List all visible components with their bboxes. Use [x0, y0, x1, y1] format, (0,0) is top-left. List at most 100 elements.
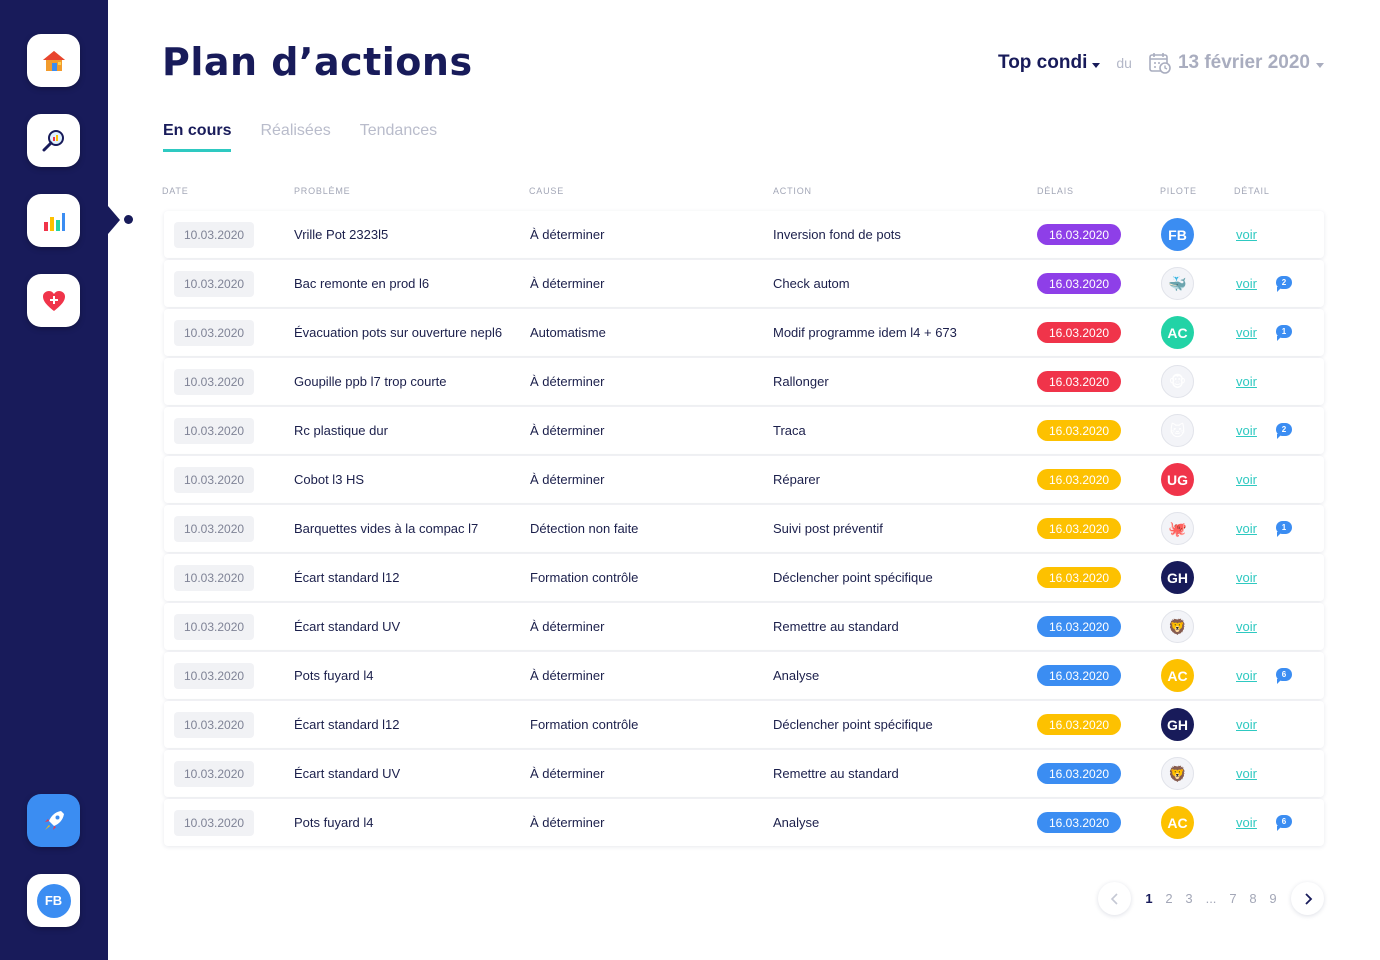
date-dropdown[interactable]: 13 février 2020 [1148, 51, 1324, 75]
comment-badge[interactable]: 1 [1276, 521, 1292, 537]
rocket-icon [44, 810, 64, 830]
voir-link[interactable]: voir [1236, 374, 1257, 389]
cell-action: Check autom [773, 276, 850, 291]
cell-cause: Formation contrôle [530, 570, 639, 585]
cell-pilote: FB [1161, 211, 1194, 258]
cell-cause: À déterminer [530, 668, 605, 683]
chevron-left-icon [1110, 892, 1118, 905]
sidebar-item-home[interactable] [27, 34, 80, 87]
cell-probleme: Écart standard l12 [294, 717, 400, 732]
cell-probleme: Goupille ppb l7 trop courte [294, 374, 447, 389]
comment-badge[interactable]: 6 [1276, 668, 1292, 684]
cell-pilote: GH [1161, 554, 1194, 601]
table-row: 10.03.2020 Rc plastique dur À déterminer… [164, 407, 1324, 454]
cell-action: Remettre au standard [773, 766, 899, 781]
voir-link[interactable]: voir [1236, 570, 1257, 585]
column-header-date: DATE [162, 186, 189, 196]
page-number[interactable]: 9 [1269, 891, 1277, 906]
cell-detail: voir [1236, 701, 1257, 748]
cell-action: Modif programme idem l4 + 673 [773, 325, 957, 340]
cell-cause: Détection non faite [530, 521, 639, 536]
cell-pilote: 🐱 [1161, 407, 1194, 454]
magnifier-icon [42, 129, 64, 151]
tab-en-cours[interactable]: En cours [163, 122, 232, 152]
voir-link[interactable]: voir [1236, 668, 1257, 683]
page-numbers: 1 2 3... 7 8 9 [1139, 891, 1283, 906]
cell-pilote: AC [1161, 652, 1194, 699]
cell-date: 10.03.2020 [174, 603, 255, 650]
comment-count: 6 [1276, 815, 1292, 828]
comment-count: 2 [1276, 276, 1292, 289]
voir-link[interactable]: voir [1236, 521, 1257, 536]
delai-badge: 16.03.2020 [1037, 665, 1122, 686]
filter-dropdown[interactable]: Top condi [998, 52, 1101, 74]
cell-pilote: 🐙 [1161, 505, 1194, 552]
date-label: 13 février 2020 [1177, 52, 1310, 73]
comment-badge[interactable]: 2 [1276, 276, 1292, 292]
date-prefix: du [1116, 55, 1132, 71]
voir-link[interactable]: voir [1236, 619, 1257, 634]
voir-link[interactable]: voir [1236, 276, 1257, 291]
pilote-avatar: FB [1161, 218, 1194, 251]
page-number[interactable]: 3 [1185, 891, 1193, 906]
pilote-avatar: UG [1161, 463, 1194, 496]
sidebar-item-health[interactable] [27, 274, 80, 327]
table-row: 10.03.2020 Écart standard l12 Formation … [164, 701, 1324, 748]
date-pill: 10.03.2020 [174, 809, 255, 836]
filter-group: Top condi du 13 février 2020 [998, 48, 1324, 78]
cell-action: Inversion fond de pots [773, 227, 901, 242]
date-pill: 10.03.2020 [174, 662, 255, 689]
voir-link[interactable]: voir [1236, 423, 1257, 438]
cell-date: 10.03.2020 [174, 407, 255, 454]
voir-link[interactable]: voir [1236, 325, 1257, 340]
tab-realisees[interactable]: Réalisées [260, 122, 331, 139]
comment-badge[interactable]: 6 [1276, 815, 1292, 831]
page-title: Plan d’actions [162, 40, 473, 84]
cell-date: 10.03.2020 [174, 505, 255, 552]
pilote-avatar: 🐳 [1161, 267, 1194, 300]
cell-pilote: 🦁 [1161, 603, 1194, 650]
voir-link[interactable]: voir [1236, 766, 1257, 781]
next-page-button[interactable] [1291, 882, 1324, 915]
cell-probleme: Pots fuyard l4 [294, 668, 374, 683]
delai-badge: 16.03.2020 [1037, 273, 1122, 294]
cell-pilote: AC [1161, 799, 1194, 846]
tab-tendances[interactable]: Tendances [359, 122, 438, 139]
cell-detail: voir [1236, 309, 1257, 356]
column-header-action: ACTION [773, 186, 812, 196]
delai-badge: 16.03.2020 [1037, 567, 1122, 588]
column-header-delais: DÉLAIS [1037, 186, 1074, 196]
heart-icon [42, 290, 65, 311]
page-number[interactable]: 8 [1249, 891, 1257, 906]
table-row: 10.03.2020 Pots fuyard l4 À déterminer A… [164, 799, 1324, 846]
voir-link[interactable]: voir [1236, 717, 1257, 732]
prev-page-button[interactable] [1098, 882, 1131, 915]
voir-link[interactable]: voir [1236, 227, 1257, 242]
pilote-avatar: 🐵 [1161, 365, 1194, 398]
cell-delai: 16.03.2020 [1037, 211, 1122, 258]
comment-count: 1 [1276, 521, 1292, 534]
voir-link[interactable]: voir [1236, 815, 1257, 830]
cell-delai: 16.03.2020 [1037, 260, 1122, 307]
sidebar-item-search[interactable] [27, 114, 80, 167]
tab-bar: En cours Réalisées Tendances [163, 122, 437, 152]
column-header-pilote: PILOTE [1160, 186, 1197, 196]
cell-action: Déclencher point spécifique [773, 717, 933, 732]
page-number[interactable]: 2 [1165, 891, 1173, 906]
cell-pilote: 🐵 [1161, 358, 1194, 405]
sidebar-item-stats[interactable] [27, 194, 80, 247]
cell-pilote: 🦁 [1161, 750, 1194, 797]
rocket-button[interactable] [27, 794, 80, 847]
comment-badge[interactable]: 1 [1276, 325, 1292, 341]
comment-badge[interactable]: 2 [1276, 423, 1292, 439]
page-number[interactable]: 1 [1145, 891, 1153, 906]
page-number[interactable]: 7 [1229, 891, 1237, 906]
voir-link[interactable]: voir [1236, 472, 1257, 487]
delai-badge: 16.03.2020 [1037, 518, 1122, 539]
cell-pilote: GH [1161, 701, 1194, 748]
cell-date: 10.03.2020 [174, 456, 255, 503]
cell-date: 10.03.2020 [174, 260, 255, 307]
table-row: 10.03.2020 Barquettes vides à la compac … [164, 505, 1324, 552]
user-avatar-button[interactable]: FB [27, 874, 80, 927]
filter-label: Top condi [998, 52, 1088, 73]
